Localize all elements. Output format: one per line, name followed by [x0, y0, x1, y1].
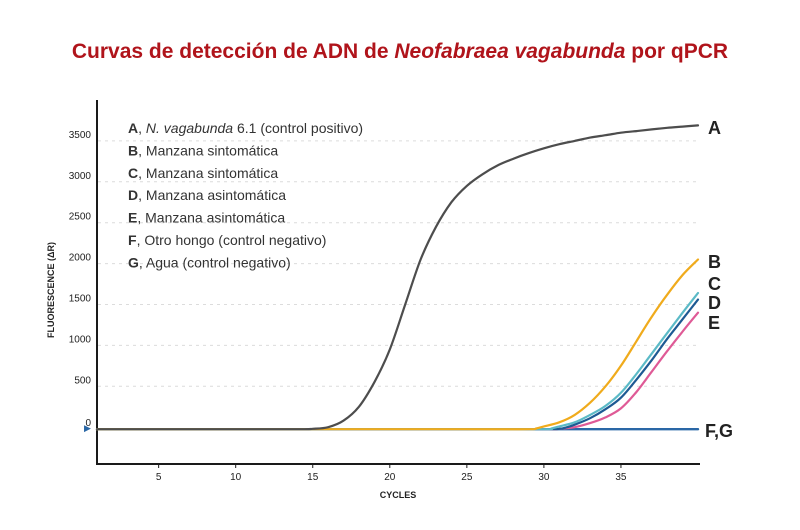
legend-key: C [128, 165, 138, 181]
legend-text: , Manzana sintomática [138, 165, 278, 181]
chart-title-species: Neofabraea vagabunda [394, 40, 626, 63]
gridlines [98, 140, 698, 387]
x-tick-label: 20 [384, 472, 396, 483]
legend-key: G [128, 254, 139, 270]
legend-item-A: A, N. vagabunda 6.1 (control positivo) [128, 120, 363, 136]
legend-text: , Manzana sintomática [138, 142, 278, 158]
series-end-label-A: A [708, 118, 721, 138]
legend: A, N. vagabunda 6.1 (control positivo) B,… [128, 120, 363, 270]
x-tick-label: 15 [307, 472, 319, 483]
y-tick-label: 3500 [69, 130, 92, 141]
series-line-A [95, 124, 700, 431]
legend-key: D [128, 187, 138, 203]
y-tick-label: 1000 [69, 334, 92, 345]
legend-item-G: G, Agua (control negativo) [128, 254, 291, 270]
legend-item-B: B, Manzana sintomática [128, 142, 278, 158]
legend-item-C: C, Manzana sintomática [128, 165, 278, 181]
y-axis-label: FLUORESCENCE (ΔR) [46, 242, 56, 338]
baseline-marker: ▶ [84, 424, 91, 434]
legend-rest: 6.1 (control positivo) [233, 120, 363, 136]
x-tick-label: 5 [156, 472, 162, 483]
y-tick-label: 2500 [69, 212, 92, 223]
legend-italic: N. vagabunda [146, 120, 233, 136]
series-line-D [95, 298, 700, 431]
legend-text: , Agua (control negativo) [139, 254, 291, 270]
legend-key: A [128, 120, 138, 136]
legend-item-F: F, Otro hongo (control negativo) [128, 232, 326, 248]
legend-text: , [138, 120, 146, 136]
legend-text: , Manzana asintomática [137, 210, 285, 226]
y-tick-label: 3000 [69, 171, 92, 182]
legend-text: , Otro hongo (control negativo) [137, 232, 327, 248]
legend-text: , Manzana asintomática [138, 187, 286, 203]
legend-item-D: D, Manzana asintomática [128, 187, 286, 203]
x-axis-label: CYCLES [380, 490, 417, 500]
x-tick-label: 25 [461, 472, 473, 483]
y-ticks: 0 500 1000 1500 2000 2500 3000 3500 [69, 130, 92, 429]
axes [96, 100, 700, 465]
y-tick-label: 1500 [69, 293, 92, 304]
series-end-label-D: D [708, 293, 721, 313]
legend-key: B [128, 142, 138, 158]
series-group [95, 124, 700, 431]
chart-title-suffix: por qPCR [625, 40, 729, 63]
x-tick-label: 35 [615, 472, 627, 483]
legend-key: F [128, 232, 137, 248]
series-end-label-E: E [708, 313, 720, 333]
chart-title-prefix: Curvas de detección de ADN de [71, 40, 395, 63]
series-end-label-FG: F,G [705, 421, 733, 441]
x-tick-label: 30 [538, 472, 550, 483]
legend-item-E: E, Manzana asintomática [128, 210, 285, 226]
x-tick-label: 10 [230, 472, 242, 483]
y-tick-label: 2000 [69, 253, 92, 264]
series-end-label-B: B [708, 252, 721, 272]
series-end-label-C: C [708, 274, 721, 294]
x-ticks: 5 10 15 20 25 30 35 [156, 464, 627, 483]
chart-title: Curvas de detección de ADN de Neofabraea… [0, 40, 800, 64]
legend-key: E [128, 210, 137, 226]
y-tick-label: 0 [85, 418, 91, 429]
y-tick-label: 500 [74, 375, 91, 386]
